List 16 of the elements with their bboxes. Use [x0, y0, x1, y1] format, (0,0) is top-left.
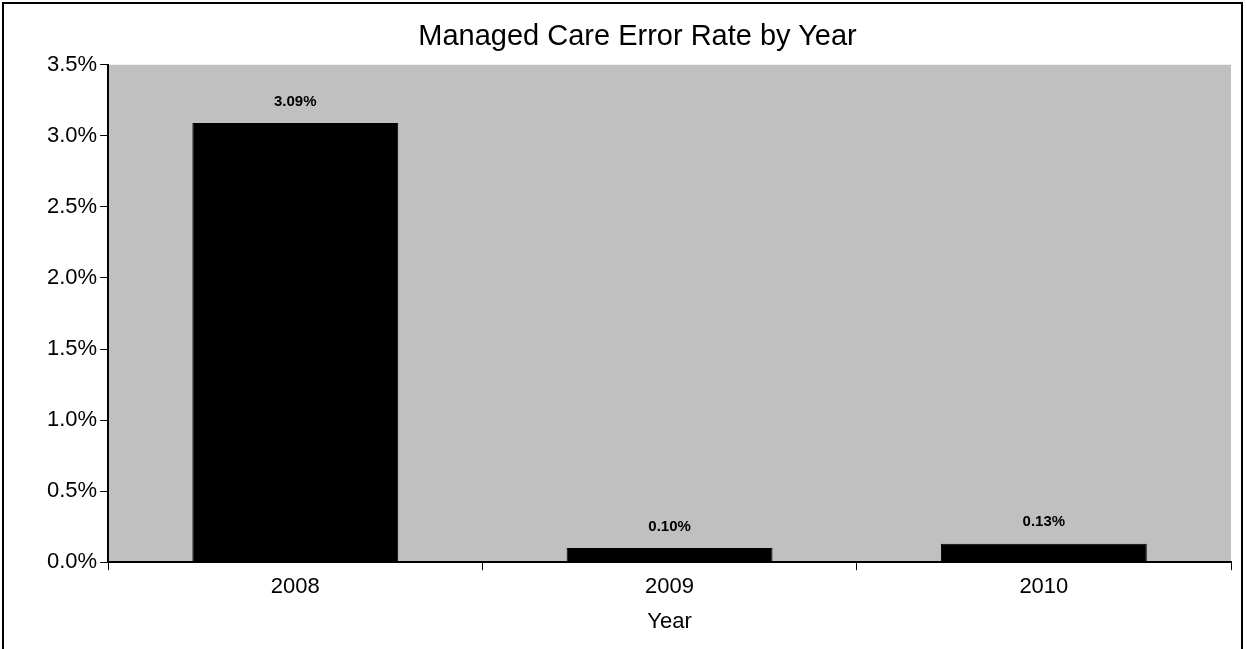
x-axis-title: Year — [647, 607, 692, 633]
data-label: 0.13% — [1022, 512, 1066, 530]
y-tick-label: 0.0% — [46, 548, 98, 574]
x-tick-label: 2010 — [1019, 573, 1069, 599]
y-tick-label: 3.5% — [46, 50, 98, 76]
x-tick-label: 2009 — [645, 573, 695, 599]
y-tick-label: 2.5% — [46, 192, 98, 218]
data-label: 3.09% — [274, 91, 317, 109]
y-tick-label: 1.0% — [46, 406, 98, 432]
y-tick-label: 1.5% — [46, 335, 98, 361]
y-tick-label: 3.0% — [46, 121, 98, 147]
x-tick-label: 2008 — [270, 573, 320, 599]
data-label: 0.10% — [648, 516, 691, 534]
y-tick-label: 0.5% — [46, 477, 98, 503]
chart-title: Managed Care Error Rate by Year — [418, 19, 858, 52]
y-tick-label: 2.0% — [46, 264, 98, 290]
